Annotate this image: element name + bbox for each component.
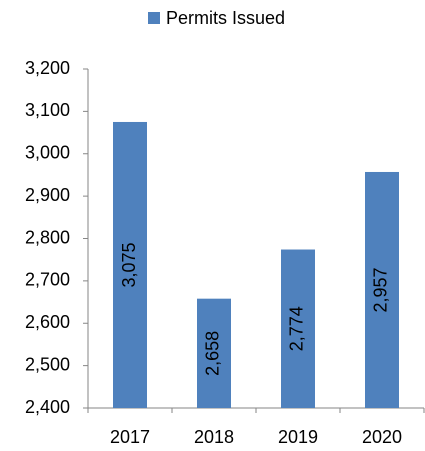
y-tick-label: 2,400 (25, 397, 70, 417)
x-tick-label: 2020 (362, 427, 402, 447)
bar (197, 298, 231, 408)
y-tick-label: 2,700 (25, 270, 70, 290)
x-tick-label: 2019 (278, 427, 318, 447)
y-tick-label: 3,200 (25, 58, 70, 78)
x-tick-label: 2017 (110, 427, 150, 447)
bar (365, 171, 399, 408)
legend-swatch (148, 12, 160, 24)
y-tick-label: 2,600 (25, 312, 70, 332)
legend-label: Permits Issued (166, 8, 285, 28)
data-label: 2,957 (371, 267, 391, 312)
y-tick-label: 2,500 (25, 354, 70, 374)
data-label: 2,774 (287, 306, 307, 351)
data-label: 2,658 (203, 331, 223, 376)
y-tick-label: 3,000 (25, 143, 70, 163)
data-label: 3,075 (119, 242, 139, 287)
bar (113, 121, 147, 408)
y-tick-label: 2,900 (25, 185, 70, 205)
y-tick-label: 2,800 (25, 227, 70, 247)
x-tick-label: 2018 (194, 427, 234, 447)
y-tick-label: 3,100 (25, 100, 70, 120)
bar (281, 249, 315, 408)
